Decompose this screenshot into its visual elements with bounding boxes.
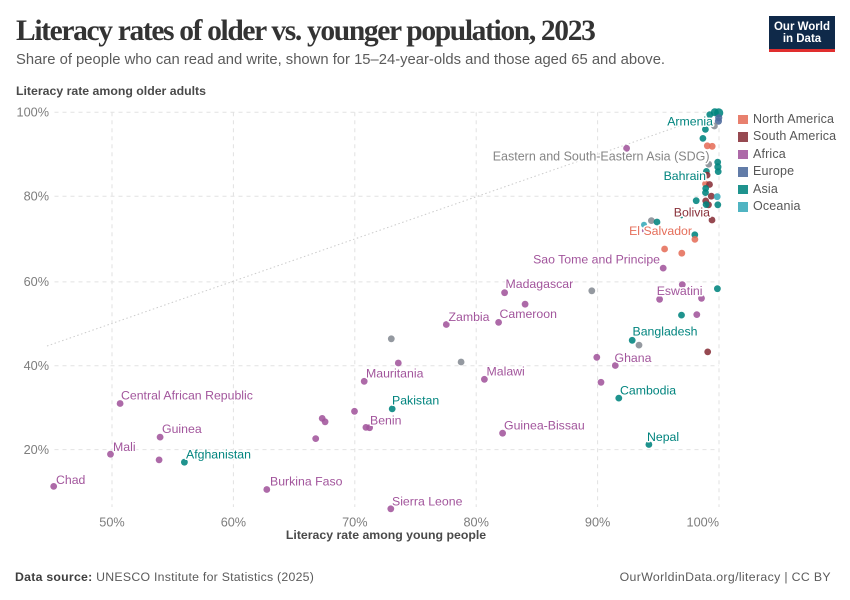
svg-text:Sao Tome and Principe: Sao Tome and Principe (533, 253, 660, 267)
svg-text:Bahrain: Bahrain (664, 169, 707, 183)
svg-text:80%: 80% (463, 516, 488, 530)
svg-text:100%: 100% (17, 106, 49, 120)
svg-text:Cambodia: Cambodia (620, 384, 676, 398)
svg-text:El Salvador: El Salvador (629, 224, 692, 238)
svg-text:Cameroon: Cameroon (500, 307, 558, 321)
svg-text:Eswatini: Eswatini (657, 284, 703, 298)
svg-text:Armenia: Armenia (667, 115, 713, 129)
svg-text:60%: 60% (24, 275, 49, 289)
svg-text:40%: 40% (24, 359, 49, 373)
svg-text:Burkina Faso: Burkina Faso (270, 475, 343, 489)
svg-text:Literacy rate among young peop: Literacy rate among young people (286, 528, 486, 542)
svg-text:Sierra Leone: Sierra Leone (392, 495, 463, 509)
svg-text:50%: 50% (99, 516, 124, 530)
svg-text:90%: 90% (585, 516, 610, 530)
svg-text:Ghana: Ghana (615, 351, 652, 365)
svg-text:100%: 100% (687, 516, 719, 530)
svg-text:Chad: Chad (56, 473, 86, 487)
svg-text:Bangladesh: Bangladesh (633, 325, 698, 339)
svg-text:Zambia: Zambia (449, 310, 490, 324)
svg-text:70%: 70% (342, 516, 367, 530)
svg-text:Pakistan: Pakistan (392, 394, 439, 408)
svg-text:Nepal: Nepal (647, 430, 679, 444)
svg-text:60%: 60% (221, 516, 246, 530)
svg-text:Mauritania: Mauritania (366, 367, 424, 381)
svg-text:Madagascar: Madagascar (506, 277, 574, 291)
svg-text:Mali: Mali (113, 440, 136, 454)
svg-text:Central African Republic: Central African Republic (121, 389, 253, 403)
svg-text:Malawi: Malawi (487, 365, 525, 379)
svg-text:Bolivia: Bolivia (674, 206, 710, 220)
svg-text:20%: 20% (24, 443, 49, 457)
svg-text:Eastern and South-Eastern Asia: Eastern and South-Eastern Asia (SDG) (493, 149, 710, 163)
svg-text:80%: 80% (24, 190, 49, 204)
svg-text:Guinea-Bissau: Guinea-Bissau (504, 419, 585, 433)
svg-text:Afghanistan: Afghanistan (186, 448, 251, 462)
svg-text:Benin: Benin (370, 414, 402, 428)
svg-text:Guinea: Guinea (162, 422, 202, 436)
